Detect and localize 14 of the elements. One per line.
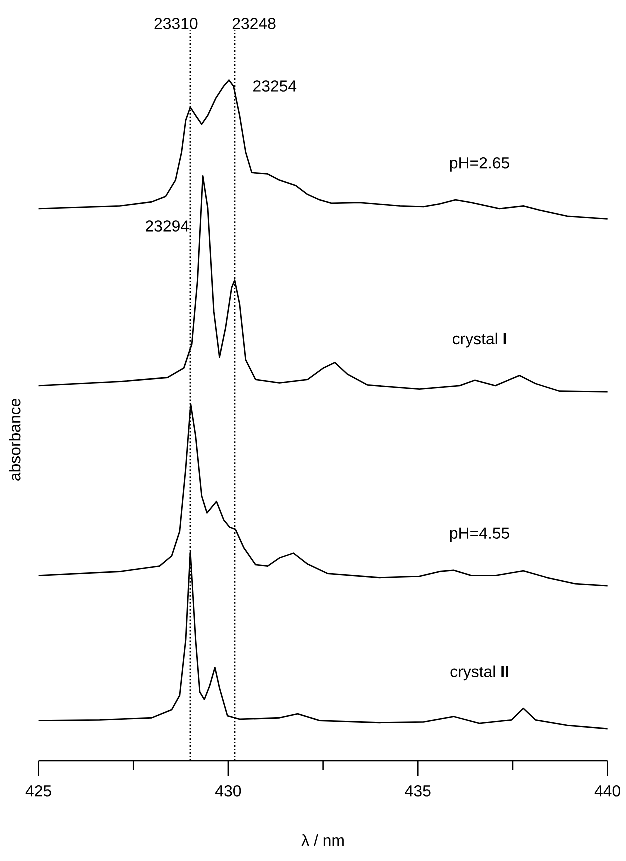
annotation: 23254 xyxy=(254,80,297,92)
series-label: pH=4.55 xyxy=(450,528,510,542)
y-axis-title: absorbance xyxy=(9,399,21,481)
series-label: pH=2.65 xyxy=(450,157,510,172)
series-label: crystal I xyxy=(452,332,506,348)
x-tick-label: 430 xyxy=(216,786,242,797)
annotation: 23248 xyxy=(232,18,276,30)
x-tick-label: 425 xyxy=(26,786,52,797)
annotation: 23294 xyxy=(146,220,190,232)
series-label: crystal II xyxy=(450,666,508,681)
annotation: 23310 xyxy=(154,18,198,30)
x-axis-title: λ / nm xyxy=(302,834,344,846)
x-tick-label: 440 xyxy=(594,786,620,797)
x-tick-label: 435 xyxy=(405,786,431,797)
